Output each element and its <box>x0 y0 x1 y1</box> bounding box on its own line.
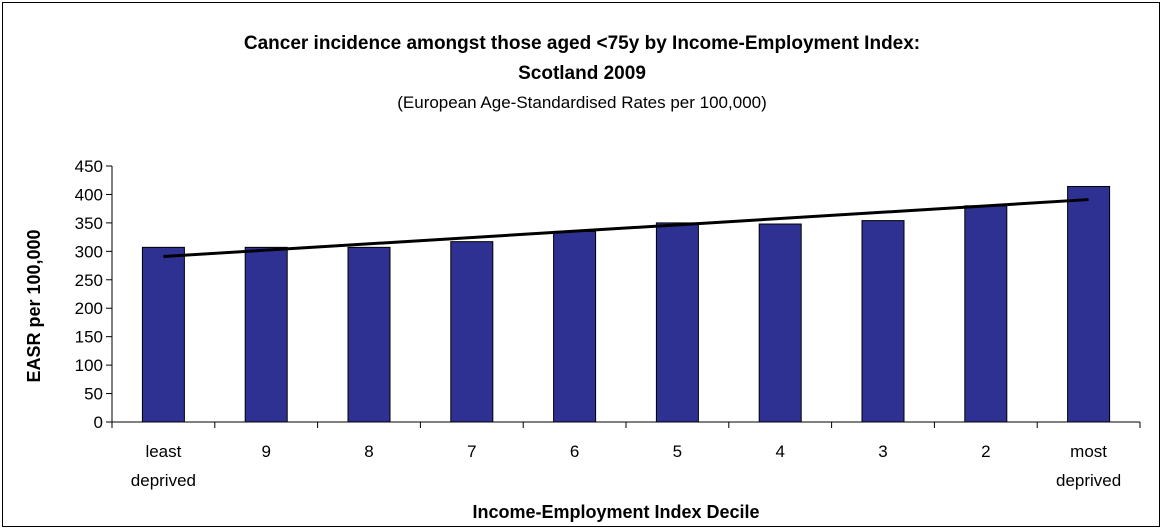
y-tick-label-9: 450 <box>75 157 103 176</box>
y-tick-label-3: 150 <box>75 328 103 347</box>
y-tick-label-4: 200 <box>75 299 103 318</box>
x-tick-label-8: 2 <box>981 442 990 461</box>
bar-6 <box>758 223 802 423</box>
bar-9 <box>1067 185 1111 423</box>
bar-3 <box>450 241 494 423</box>
bar-7 <box>861 220 905 423</box>
x-tick-label-5: 5 <box>673 442 682 461</box>
x-tick-label-9-line2: deprived <box>1056 471 1121 490</box>
x-tick-label-0-line2: deprived <box>131 471 196 490</box>
x-tick-label-3: 7 <box>467 442 476 461</box>
y-tick-label-7: 350 <box>75 214 103 233</box>
x-tick-label-6: 4 <box>775 442 784 461</box>
bar-5 <box>655 222 699 423</box>
y-tick-label-1: 50 <box>84 385 103 404</box>
y-tick-label-5: 250 <box>75 271 103 290</box>
bar-8 <box>964 205 1008 423</box>
bar-4 <box>553 230 597 423</box>
bar-2 <box>347 246 391 423</box>
x-tick-label-1: 9 <box>261 442 270 461</box>
x-tick-label-2: 8 <box>364 442 373 461</box>
bar-0 <box>141 246 185 423</box>
trendline <box>163 198 1089 258</box>
x-tick-label-4: 6 <box>570 442 579 461</box>
y-axis-title: EASR per 100,000 <box>24 229 44 382</box>
x-tick-label-7: 3 <box>878 442 887 461</box>
chart-title: Cancer incidence amongst those aged <75y… <box>244 33 920 54</box>
y-tick-label-2: 100 <box>75 356 103 375</box>
plot-area: 0 50 100 150 200 250 300 350 400 450 least deprived… <box>75 157 1141 490</box>
y-tick-label-8: 400 <box>75 185 103 204</box>
y-tick-label-6: 300 <box>75 242 103 261</box>
bar-1 <box>244 246 288 423</box>
x-tick-label-0-line1: least <box>145 442 181 461</box>
y-tick-label-0: 0 <box>94 413 103 432</box>
x-axis-title: Income-Employment Index Decile <box>472 502 759 522</box>
chart-title-line2: Scotland 2009 <box>518 63 646 84</box>
chart-subtitle: (European Age-Standardised Rates per 100… <box>397 93 767 112</box>
x-tick-label-9-line1: most <box>1070 442 1107 461</box>
